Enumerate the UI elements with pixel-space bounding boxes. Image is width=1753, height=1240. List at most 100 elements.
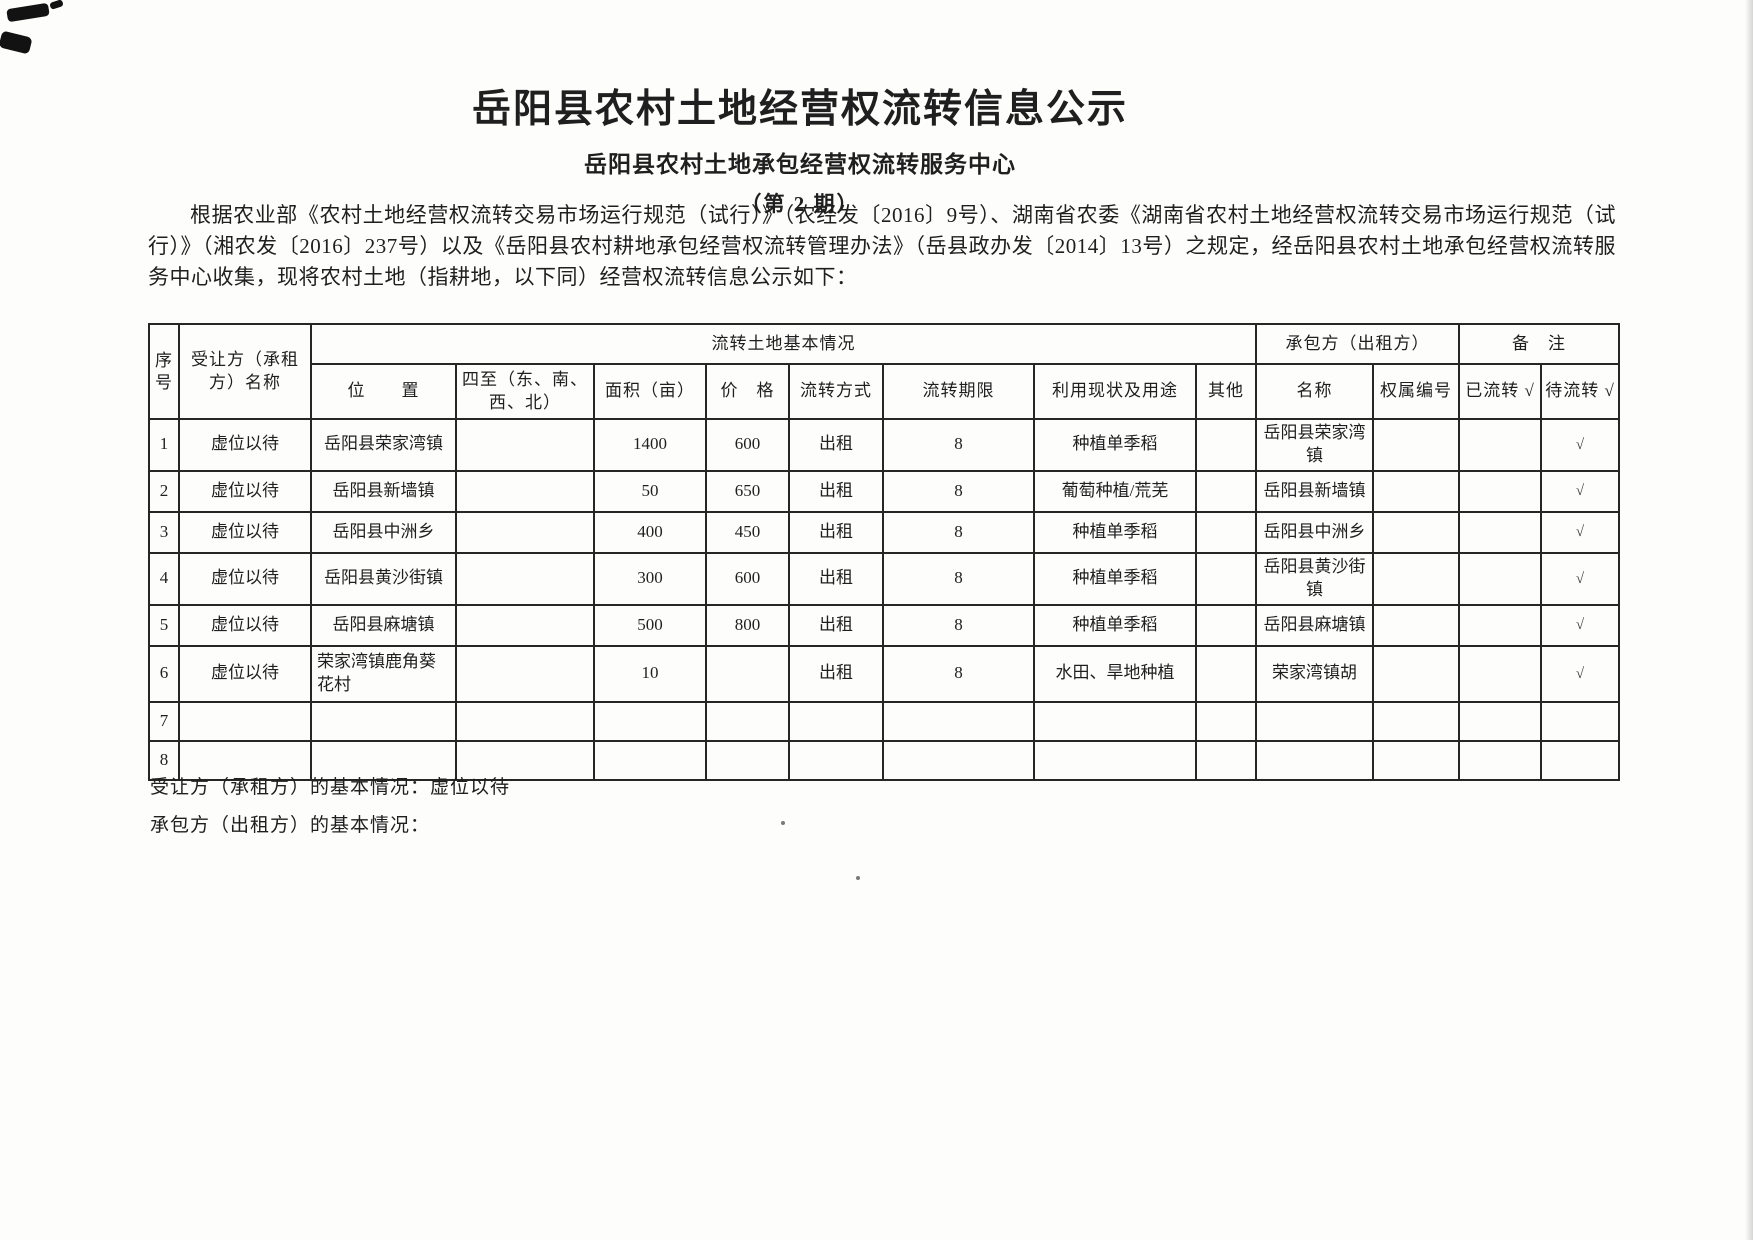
cell-transfer-method: 出租	[788, 469, 884, 513]
cell-price	[705, 739, 790, 781]
cell-transferee-name: 虚位以待	[178, 469, 312, 513]
cell-current-use: 种植单季稻	[1033, 510, 1197, 554]
table-row: 2 虚位以待 岳阳县新墙镇 50 650 出租 8 葡萄种植/荒芜 岳阳县新墙镇 √	[148, 469, 1620, 513]
cell-transferee-name: 虚位以待	[178, 551, 312, 606]
cell-ownership-number	[1372, 644, 1460, 703]
cell-location: 岳阳县新墙镇	[310, 469, 457, 513]
cell-other	[1195, 644, 1257, 703]
cell-transferred-check	[1458, 551, 1542, 606]
col-header-current-use: 利用现状及用途	[1033, 363, 1197, 420]
cell-transferred-check	[1458, 644, 1542, 703]
cell-transfer-method: 出租	[788, 418, 884, 472]
scan-artifact	[0, 30, 33, 55]
cell-other	[1195, 700, 1257, 742]
cell-pending-check: √	[1540, 469, 1620, 513]
cell-transferred-check	[1458, 418, 1542, 472]
cell-transferred-check	[1458, 603, 1542, 647]
cell-pending-check: √	[1540, 510, 1620, 554]
cell-location	[310, 739, 457, 781]
col-header-transferred-check: 已流转 √	[1458, 363, 1542, 420]
cell-location: 荣家湾镇鹿角葵花村	[310, 644, 457, 703]
cell-transferee-name	[178, 700, 312, 742]
col-header-location: 位 置	[310, 363, 457, 420]
cell-boundaries	[455, 739, 595, 781]
cell-ownership-number	[1372, 551, 1460, 606]
document-header: 岳阳县农村土地经营权流转信息公示 岳阳县农村土地承包经营权流转服务中心 （第 2…	[150, 78, 1450, 218]
group-header-land-info: 流转土地基本情况	[310, 323, 1257, 365]
cell-price: 600	[705, 418, 790, 472]
scan-edge-shadow	[1745, 0, 1753, 1240]
cell-pending-check: √	[1540, 418, 1620, 472]
cell-transfer-method: 出租	[788, 644, 884, 703]
cell-location: 岳阳县麻塘镇	[310, 603, 457, 647]
cell-contractor-name: 岳阳县中洲乡	[1255, 510, 1374, 554]
cell-pending-check: √	[1540, 551, 1620, 606]
table-header: 序号 受让方（承租方）名称 流转土地基本情况 承包方（出租方） 备 注 位 置 …	[148, 323, 1620, 420]
cell-contractor-name: 岳阳县黄沙街镇	[1255, 551, 1374, 606]
contractor-note: 承包方（出租方）的基本情况：	[150, 815, 431, 836]
cell-current-use: 葡萄种植/荒芜	[1033, 469, 1197, 513]
cell-current-use: 种植单季稻	[1033, 551, 1197, 606]
issue-number: （第 2 期）	[740, 192, 860, 216]
cell-price: 600	[705, 551, 790, 606]
cell-contractor-name: 岳阳县荣家湾镇	[1255, 418, 1374, 472]
cell-location: 岳阳县中洲乡	[310, 510, 457, 554]
cell-seq: 3	[148, 510, 180, 554]
cell-pending-check: √	[1540, 644, 1620, 703]
cell-transfer-term: 8	[882, 551, 1035, 606]
transferee-note: 受让方（承租方）的基本情况：虚位以待	[150, 777, 511, 798]
cell-other	[1195, 603, 1257, 647]
transfer-info-table: 序号 受让方（承租方）名称 流转土地基本情况 承包方（出租方） 备 注 位 置 …	[148, 323, 1620, 781]
cell-current-use: 水田、旱地种植	[1033, 644, 1197, 703]
cell-current-use	[1033, 700, 1197, 742]
cell-area: 500	[593, 603, 707, 647]
table-row: 3 虚位以待 岳阳县中洲乡 400 450 出租 8 种植单季稻 岳阳县中洲乡 √	[148, 510, 1620, 554]
scan-speck	[781, 821, 785, 825]
cell-location: 岳阳县黄沙街镇	[310, 551, 457, 606]
cell-ownership-number	[1372, 510, 1460, 554]
cell-transferred-check	[1458, 700, 1542, 742]
col-header-contractor-name: 名称	[1255, 363, 1374, 420]
page-subtitle: 岳阳县农村土地承包经营权流转服务中心	[584, 152, 1016, 177]
table-row: 1 虚位以待 岳阳县荣家湾镇 1400 600 出租 8 种植单季稻 岳阳县荣家湾镇 √	[148, 418, 1620, 472]
cell-seq: 1	[148, 418, 180, 472]
cell-other	[1195, 510, 1257, 554]
cell-transferred-check	[1458, 510, 1542, 554]
cell-area: 400	[593, 510, 707, 554]
cell-boundaries	[455, 510, 595, 554]
cell-contractor-name: 荣家湾镇胡	[1255, 644, 1374, 703]
cell-transfer-term: 8	[882, 644, 1035, 703]
cell-transfer-term	[882, 700, 1035, 742]
cell-transfer-term: 8	[882, 469, 1035, 513]
cell-seq: 4	[148, 551, 180, 606]
cell-pending-check: √	[1540, 603, 1620, 647]
cell-seq: 6	[148, 644, 180, 703]
col-header-ownership-number: 权属编号	[1372, 363, 1460, 420]
group-header-remarks: 备 注	[1458, 323, 1620, 365]
cell-other	[1195, 739, 1257, 781]
col-header-transfer-method: 流转方式	[788, 363, 884, 420]
cell-location	[310, 700, 457, 742]
cell-current-use	[1033, 739, 1197, 781]
cell-other	[1195, 551, 1257, 606]
sub-header-row: 位 置 四至（东、南、西、北） 面积（亩） 价 格 流转方式 流转期限 利用现状…	[149, 363, 1620, 420]
scan-artifact	[6, 2, 50, 23]
cell-ownership-number	[1372, 469, 1460, 513]
cell-transferred-check	[1458, 739, 1542, 781]
cell-transfer-term: 8	[882, 603, 1035, 647]
cell-boundaries	[455, 418, 595, 472]
cell-ownership-number	[1372, 418, 1460, 472]
cell-area: 10	[593, 644, 707, 703]
page-title: 岳阳县农村土地经营权流转信息公示	[471, 88, 1128, 131]
cell-transferred-check	[1458, 469, 1542, 513]
col-header-transferee: 受让方（承租方）名称	[178, 323, 312, 420]
table-row: 5 虚位以待 岳阳县麻塘镇 500 800 出租 8 种植单季稻 岳阳县麻塘镇 √	[148, 603, 1620, 647]
cell-boundaries	[455, 603, 595, 647]
col-header-area: 面积（亩）	[593, 363, 707, 420]
cell-other	[1195, 418, 1257, 472]
cell-other	[1195, 469, 1257, 513]
cell-current-use: 种植单季稻	[1033, 418, 1197, 472]
col-header-price: 价 格	[705, 363, 790, 420]
cell-transfer-term: 8	[882, 510, 1035, 554]
